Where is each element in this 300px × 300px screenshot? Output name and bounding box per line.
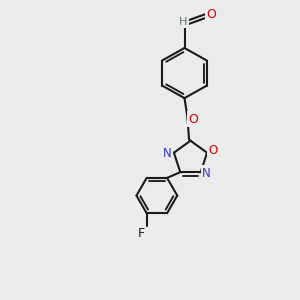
Text: N: N xyxy=(163,147,172,160)
Text: O: O xyxy=(207,8,216,21)
Text: N: N xyxy=(202,167,211,180)
Text: O: O xyxy=(189,112,198,126)
Text: H: H xyxy=(179,16,188,27)
Text: O: O xyxy=(208,144,218,157)
Text: F: F xyxy=(138,227,145,240)
